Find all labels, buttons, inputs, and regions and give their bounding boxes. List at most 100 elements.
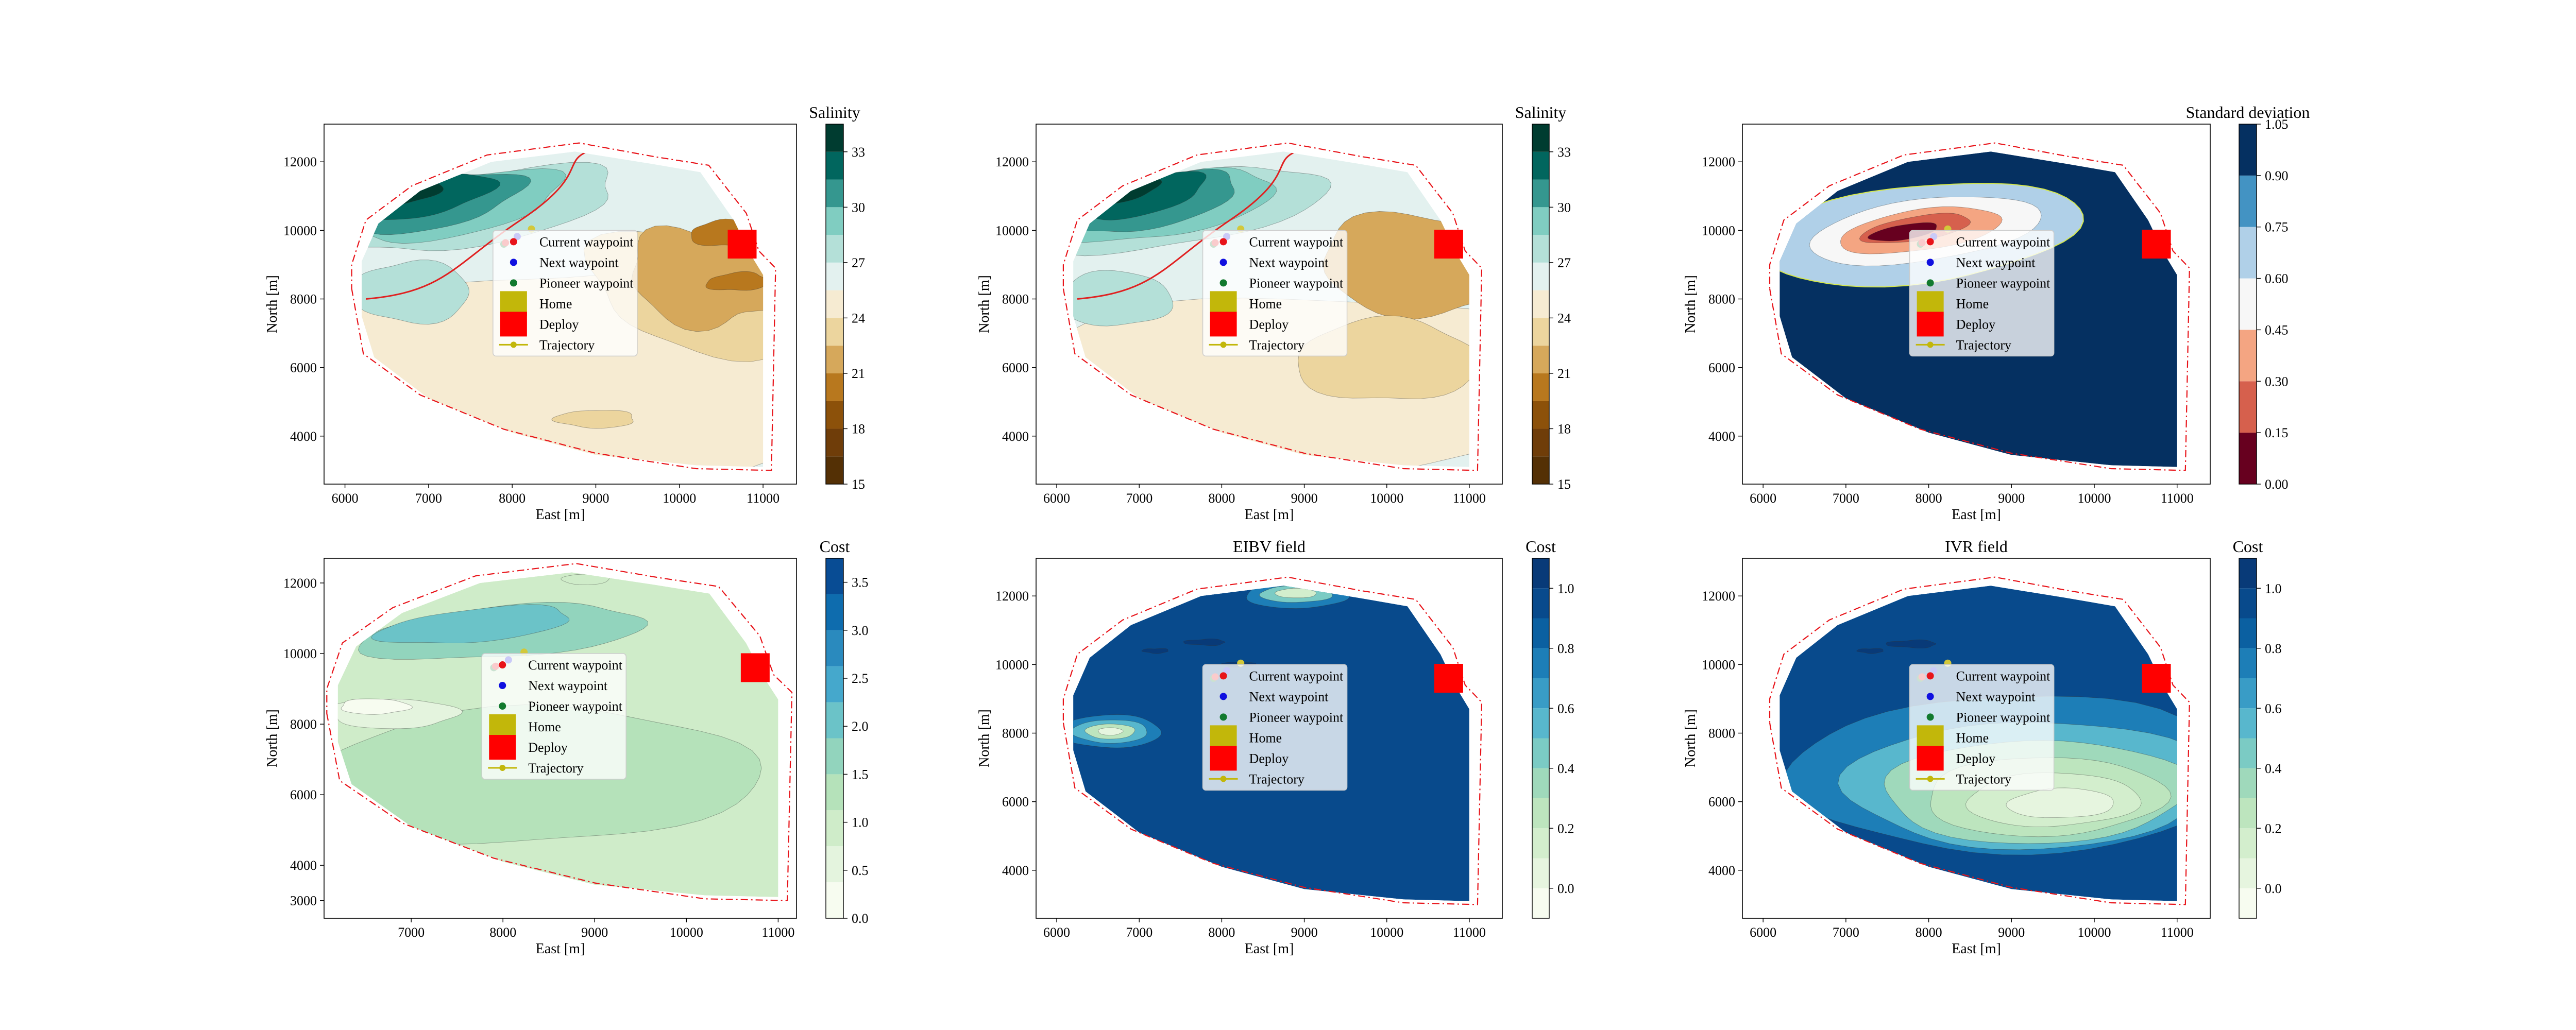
colorbar-level xyxy=(1532,179,1549,208)
y-tick-label: 8000 xyxy=(1708,726,1735,741)
legend-box xyxy=(1202,664,1348,791)
legend-pioneer-waypoint-icon xyxy=(1219,279,1227,287)
y-tick-label: 4000 xyxy=(290,429,317,444)
colorbar-level xyxy=(826,290,843,318)
y-tick-label: 4000 xyxy=(1002,429,1029,444)
colorbar-frame xyxy=(2239,558,2257,919)
legend-label: Trajectory xyxy=(1956,337,2011,352)
colorbar-level xyxy=(826,630,843,666)
colorbar: 0.0 0.2 0.4 0.6 0.8 1.0 Cost xyxy=(2233,537,2282,919)
legend-label: Deploy xyxy=(528,740,568,755)
colorbar-level xyxy=(826,882,843,918)
colorbar-level xyxy=(1532,290,1549,318)
x-tick-label: 11000 xyxy=(747,491,779,506)
colorbar-level xyxy=(1532,858,1549,888)
colorbar-level xyxy=(826,702,843,739)
colorbar-tick-label: 0.4 xyxy=(1557,761,1574,776)
x-tick-label: 7000 xyxy=(1833,925,1859,940)
colorbar-level xyxy=(826,846,843,883)
colorbar-level xyxy=(1532,151,1549,180)
colorbar-level xyxy=(826,151,843,180)
colorbar-tick-label: 3.5 xyxy=(852,575,869,590)
boundary-isoline xyxy=(366,151,588,300)
boundary-isoline xyxy=(1077,151,1297,300)
colorbar-tick-label: 0.2 xyxy=(1557,821,1574,836)
colorbar-frame xyxy=(825,558,844,919)
colorbar-level xyxy=(1532,558,1549,589)
colorbar-tick-label: 33 xyxy=(1557,145,1571,160)
contour-level xyxy=(1098,727,1124,736)
legend-label: Next waypoint xyxy=(1956,689,2036,704)
legend-label: Current waypoint xyxy=(1956,668,2050,683)
colorbar-level xyxy=(826,262,843,290)
contour-level xyxy=(1183,638,1226,646)
y-tick-label: 12000 xyxy=(1702,589,1735,604)
legend-deploy-icon xyxy=(489,735,516,760)
colorbar-tick-label: 15 xyxy=(852,477,865,492)
contour-level xyxy=(1141,648,1168,654)
legend-label: Next waypoint xyxy=(1249,689,1329,704)
x-axis-label: East [m] xyxy=(1952,941,2001,957)
y-tick-label: 4000 xyxy=(1708,863,1735,878)
colorbar-level xyxy=(2239,433,2257,484)
x-tick-label: 8000 xyxy=(1916,491,1942,506)
legend-label: Deploy xyxy=(1249,751,1289,766)
chart-panel-5: 6000 7000 8000 9000 10000 11000 4000 6000 8000 10… xyxy=(976,537,1574,957)
colorbar-level xyxy=(2239,330,2257,382)
x-tick-label: 9000 xyxy=(581,925,608,940)
y-tick-label: 6000 xyxy=(1002,360,1029,375)
chart-title: EIBV field xyxy=(1233,537,1306,556)
colorbar-level xyxy=(2239,558,2257,589)
colorbar-level xyxy=(826,373,843,401)
colorbar-level xyxy=(826,774,843,811)
colorbar-tick-label: 0.5 xyxy=(852,863,869,878)
colorbar-level xyxy=(1532,262,1549,290)
colorbar-level xyxy=(826,810,843,847)
colorbar-title: Cost xyxy=(1526,537,1556,556)
legend-current-waypoint-icon xyxy=(510,238,517,246)
x-axis-label: East [m] xyxy=(1245,507,1294,523)
legend-label: Trajectory xyxy=(1956,771,2011,786)
colorbar-tick-label: 27 xyxy=(1557,255,1571,270)
y-tick-label: 6000 xyxy=(1708,360,1735,375)
axes-frame xyxy=(1036,124,1503,485)
colorbar-tick-label: 1.0 xyxy=(2265,581,2282,596)
legend-label: Current waypoint xyxy=(1249,668,1344,683)
colorbar-level xyxy=(1532,588,1549,619)
colorbar-level xyxy=(826,558,843,594)
y-axis-label: North [m] xyxy=(976,709,992,767)
chart-title: IVR field xyxy=(1945,537,2008,556)
operational-boundary xyxy=(1769,142,2190,471)
legend-next-waypoint-icon xyxy=(1926,693,1934,700)
colorbar-tick-label: 0.45 xyxy=(2265,322,2289,337)
x-tick-label: 7000 xyxy=(1126,491,1153,506)
chart-panel-6: 6000 7000 8000 9000 10000 11000 4000 6000 8000 10… xyxy=(1683,537,2282,957)
legend-label: Pioneer waypoint xyxy=(528,699,622,714)
legend-label: Pioneer waypoint xyxy=(1249,710,1344,725)
y-tick-label: 6000 xyxy=(290,787,317,802)
y-axis-label: North [m] xyxy=(1683,275,1699,333)
legend-box xyxy=(493,230,638,357)
colorbar-frame xyxy=(825,124,844,485)
chart-panel-1: 6000 7000 8000 9000 10000 11000 4000 6000 8000 10… xyxy=(264,103,865,523)
colorbar-tick-label: 0.0 xyxy=(2265,881,2282,896)
colorbar-tick-label: 0.4 xyxy=(2265,761,2282,776)
colorbar-tick-label: 0.2 xyxy=(2265,821,2282,836)
x-tick-label: 10000 xyxy=(670,925,703,940)
x-axis-label: East [m] xyxy=(536,507,585,523)
legend-label: Home xyxy=(1956,730,1989,745)
colorbar-level xyxy=(1532,888,1549,918)
colorbar-level xyxy=(2239,768,2257,798)
x-tick-label: 10000 xyxy=(663,491,696,506)
colorbar-level xyxy=(2239,828,2257,859)
y-tick-label: 3000 xyxy=(290,894,317,908)
y-tick-label: 6000 xyxy=(1708,795,1735,810)
colorbar: 15 18 21 24 27 30 33 Salinity xyxy=(809,103,865,492)
y-axis-label: North [m] xyxy=(264,275,280,333)
colorbar-level xyxy=(826,346,843,373)
colorbar-tick-label: 0.6 xyxy=(1557,701,1574,716)
operational-boundary xyxy=(1062,142,1483,471)
legend-trajectory-dot-icon xyxy=(499,765,506,771)
contour-level xyxy=(1886,639,1937,649)
